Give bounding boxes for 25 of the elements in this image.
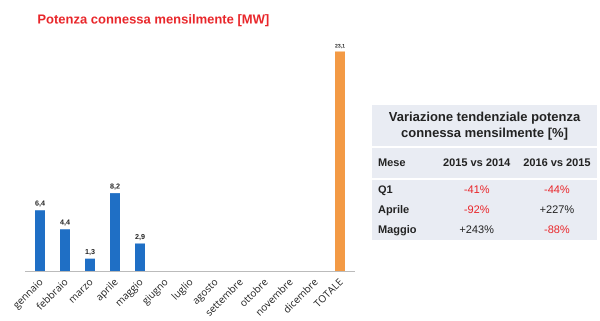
category-label: Aprile: [378, 204, 410, 216]
text: +243%: [459, 224, 494, 236]
data-label: 6,4: [35, 198, 45, 208]
text: -92%: [464, 204, 490, 216]
text: -44%: [544, 184, 570, 196]
data-label: 8,2: [110, 182, 120, 190]
category-label: Maggio: [378, 224, 416, 236]
category-label: 2016 vs 2015: [516, 146, 597, 178]
category-label: Q1: [378, 184, 393, 196]
category-label: Mese: [372, 146, 437, 178]
data-label: 4,4: [60, 218, 70, 227]
text: -88%: [544, 224, 570, 236]
bar: [335, 52, 345, 271]
bar: [85, 258, 95, 271]
category-label: 2015 vs 2014: [436, 146, 517, 178]
data-label: 2,9: [135, 232, 145, 241]
bar: [35, 210, 45, 271]
text: -41%: [464, 184, 490, 196]
bar: [135, 243, 145, 271]
chart-title: Potenza connessa mensilmente [MW]: [37, 12, 270, 27]
bar: [60, 229, 70, 271]
text: Variazione tendenziale potenza connessa mensilmente [%]: [372, 105, 597, 146]
data-label: 1,3: [85, 247, 95, 256]
bar: [110, 193, 120, 271]
text: +227%: [540, 204, 574, 216]
